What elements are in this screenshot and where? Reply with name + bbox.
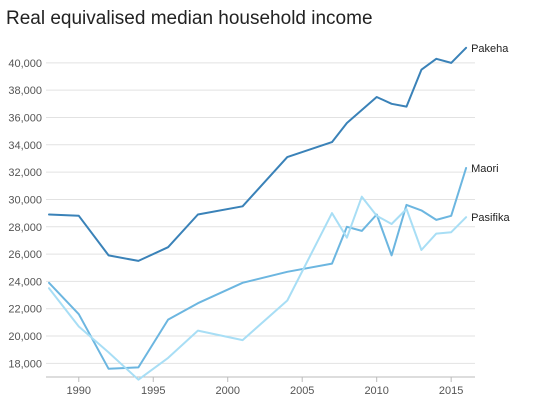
grid-lines: [46, 62, 475, 364]
y-tick-label: 30,000: [8, 194, 42, 206]
series-label-pakeha: Pakeha: [471, 43, 509, 55]
series-lines: [48, 46, 468, 381]
series-line-pakeha: [48, 46, 468, 262]
x-axis: 1990 1995 2000 2005 2010 2015: [46, 376, 475, 397]
series-label-maori: Maori: [471, 163, 499, 175]
series-label-pasifika: Pasifika: [471, 212, 510, 224]
y-tick-label: 26,000: [8, 249, 42, 261]
y-tick-label: 34,000: [8, 140, 42, 152]
y-tick-label: 18,000: [8, 358, 42, 370]
y-tick-label: 36,000: [8, 112, 42, 124]
y-tick-label: 38,000: [8, 85, 42, 97]
chart-title: Real equivalised median household income: [6, 8, 373, 29]
y-tick-label: 22,000: [8, 304, 42, 316]
y-tick-label: 32,000: [8, 167, 42, 179]
series-line-pasifika: [48, 195, 468, 381]
x-tick-label: 2010: [364, 385, 388, 397]
x-tick-label: 1990: [67, 385, 91, 397]
x-tick-label: 2000: [215, 385, 239, 397]
y-tick-label: 20,000: [8, 331, 42, 343]
series-line-maori: [48, 167, 468, 370]
x-tick-label: 2015: [439, 385, 463, 397]
x-tick-label: 2005: [290, 385, 314, 397]
y-tick-label: 28,000: [8, 222, 42, 234]
y-tick-label: 24,000: [8, 276, 42, 288]
series-labels: Pakeha Maori Pasifika: [471, 43, 510, 224]
y-tick-label: 40,000: [8, 58, 42, 70]
y-axis: 18,000 20,000 22,000 24,000 26,000 28,000 30,0…: [8, 58, 42, 370]
x-tick-label: 1995: [141, 385, 165, 397]
